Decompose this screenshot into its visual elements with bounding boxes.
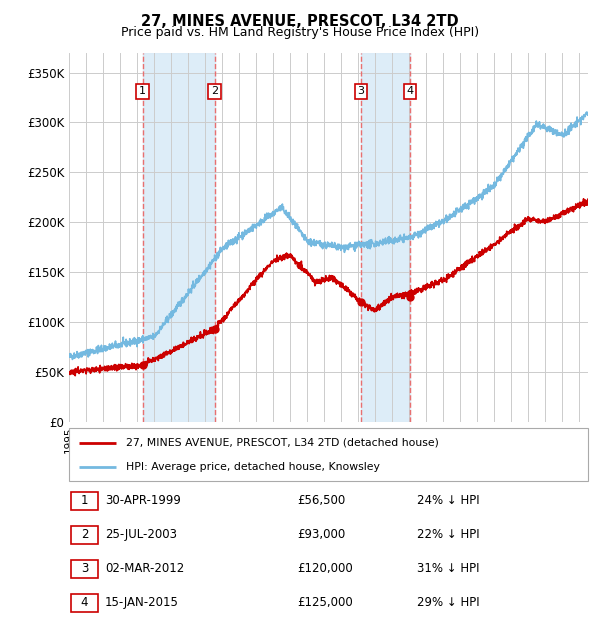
Text: 1: 1	[139, 86, 146, 97]
Text: 27, MINES AVENUE, PRESCOT, L34 2TD (detached house): 27, MINES AVENUE, PRESCOT, L34 2TD (deta…	[126, 438, 439, 448]
Text: 4: 4	[81, 596, 88, 609]
Text: 25-JUL-2003: 25-JUL-2003	[105, 528, 177, 541]
Text: 22% ↓ HPI: 22% ↓ HPI	[417, 528, 479, 541]
Text: 2: 2	[81, 528, 88, 541]
Bar	[361, 53, 410, 422]
Text: Price paid vs. HM Land Registry's House Price Index (HPI): Price paid vs. HM Land Registry's House …	[121, 26, 479, 39]
Text: HPI: Average price, detached house, Knowsley: HPI: Average price, detached house, Know…	[126, 463, 380, 472]
Text: 3: 3	[358, 86, 365, 97]
FancyBboxPatch shape	[71, 526, 98, 544]
Text: £120,000: £120,000	[297, 562, 353, 575]
FancyBboxPatch shape	[71, 492, 98, 510]
Text: 3: 3	[81, 562, 88, 575]
Text: 31% ↓ HPI: 31% ↓ HPI	[417, 562, 479, 575]
Text: 02-MAR-2012: 02-MAR-2012	[105, 562, 184, 575]
Text: £93,000: £93,000	[297, 528, 345, 541]
FancyBboxPatch shape	[71, 560, 98, 578]
Text: 4: 4	[406, 86, 413, 97]
Text: 29% ↓ HPI: 29% ↓ HPI	[417, 596, 479, 609]
Text: 30-APR-1999: 30-APR-1999	[105, 494, 181, 507]
Text: 27, MINES AVENUE, PRESCOT, L34 2TD: 27, MINES AVENUE, PRESCOT, L34 2TD	[141, 14, 459, 29]
Text: 15-JAN-2015: 15-JAN-2015	[105, 596, 179, 609]
Text: £56,500: £56,500	[297, 494, 345, 507]
Text: £125,000: £125,000	[297, 596, 353, 609]
Text: 2: 2	[211, 86, 218, 97]
FancyBboxPatch shape	[69, 428, 588, 480]
Text: 1: 1	[81, 494, 88, 507]
FancyBboxPatch shape	[71, 594, 98, 612]
Text: 24% ↓ HPI: 24% ↓ HPI	[417, 494, 479, 507]
Bar	[143, 53, 215, 422]
